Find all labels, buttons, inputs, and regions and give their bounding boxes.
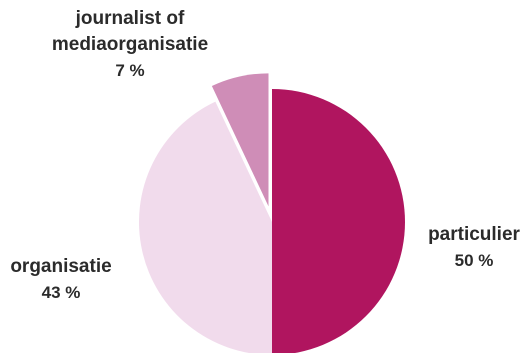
- slice-label-journalist-line2: mediaorganisatie: [51, 34, 209, 55]
- slice-label-journalist: journalist of mediaorganisatie 7 %: [50, 6, 210, 84]
- slice-label-journalist-line1: journalist of: [75, 8, 185, 29]
- slice-percent-particulier: 50 %: [454, 251, 494, 270]
- slice-percent-journalist: 7 %: [115, 61, 145, 80]
- pie-slice-journalist: [211, 73, 269, 207]
- slice-label-particulier-name: particulier: [428, 224, 520, 245]
- pie-slice-organisatie: [139, 101, 272, 353]
- slice-percent-organisatie: 43 %: [41, 283, 81, 302]
- pie-slice-particulier: [272, 89, 405, 353]
- slice-label-organisatie: organisatie 43 %: [6, 254, 116, 306]
- slice-label-particulier: particulier 50 %: [428, 222, 520, 274]
- slice-label-organisatie-name: organisatie: [10, 256, 112, 277]
